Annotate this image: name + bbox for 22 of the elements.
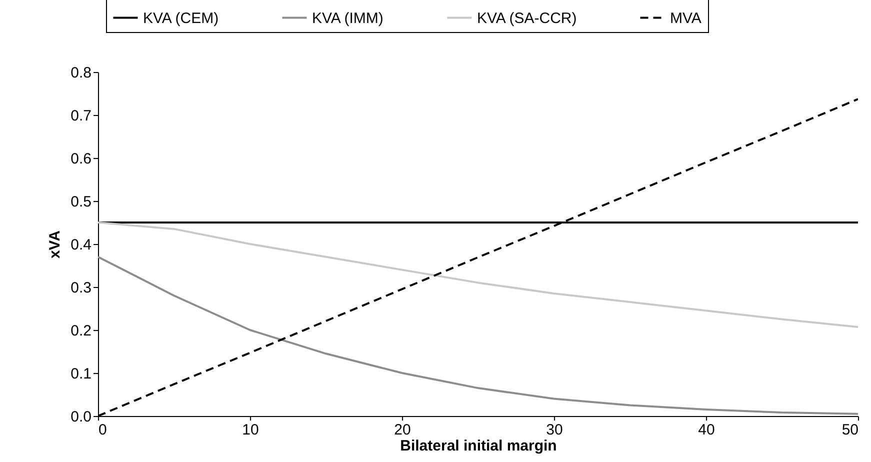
- x-tick-label: 0: [98, 422, 107, 438]
- y-tick-label: 0.5: [70, 194, 92, 210]
- legend-label: KVA (CEM): [143, 10, 219, 27]
- legend-label: MVA: [670, 10, 702, 27]
- y-tick-label: 0.1: [70, 366, 92, 382]
- legend-label: KVA (SA-CCR): [477, 10, 577, 27]
- x-tick-label: 10: [242, 422, 259, 438]
- y-tick-label: 0.3: [70, 280, 92, 296]
- y-tick-label: 0.0: [70, 408, 92, 426]
- x-axis-title: Bilateral initial margin: [400, 438, 557, 454]
- x-tick-label: 50: [842, 422, 858, 438]
- y-axis-title: xVA: [46, 230, 64, 259]
- line-series: [98, 222, 858, 328]
- y-tick-label: 0.8: [70, 64, 92, 82]
- x-tick-label: 30: [546, 422, 563, 438]
- y-tick-label: 0.6: [70, 150, 92, 168]
- y-tick-label: 0.7: [70, 108, 92, 124]
- x-tick-label: 20: [394, 422, 411, 438]
- y-tick-label: 0.2: [70, 322, 92, 340]
- x-tick-label: 40: [698, 422, 715, 438]
- y-tick-label: 0.4: [70, 236, 92, 254]
- legend-label: KVA (IMM): [312, 10, 384, 27]
